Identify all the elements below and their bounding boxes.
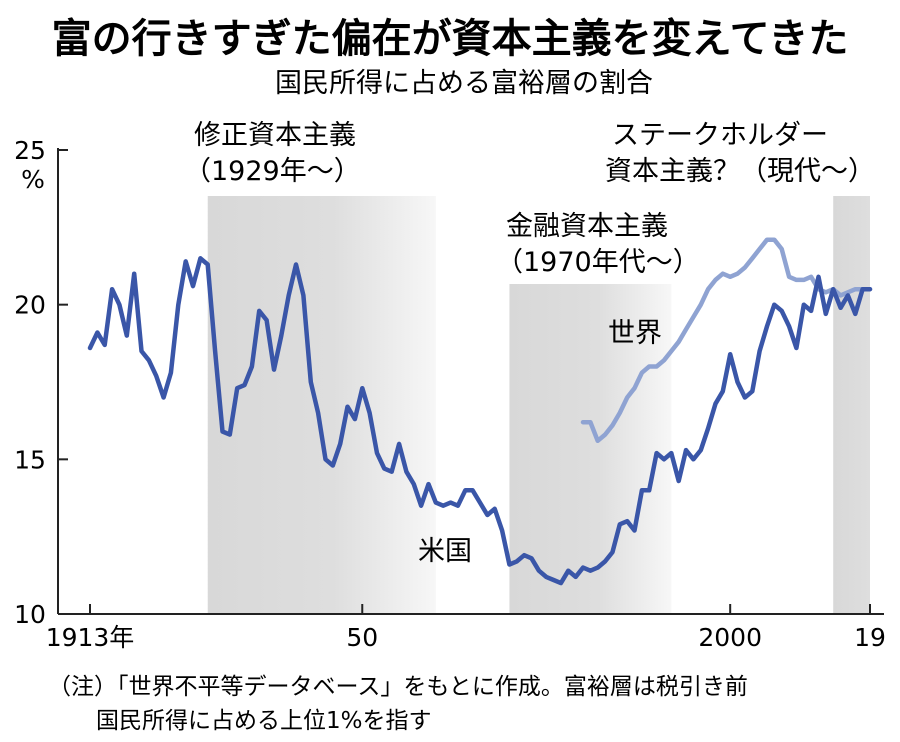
era-label-1-line2: （1929年～） — [184, 156, 361, 187]
y-tick-label: 15 — [14, 445, 46, 474]
chart-subtitle: 国民所得に占める富裕層の割合 — [275, 68, 653, 99]
era-label-1-line1: 修正資本主義 — [194, 120, 356, 151]
era-label-3-line1: ステークホルダー — [612, 120, 828, 151]
y-tick-label: 25 — [14, 136, 46, 165]
era-bands — [207, 196, 870, 614]
era-label-2-line2: （1970年代～） — [496, 247, 700, 278]
footnote-line2: 国民所得に占める上位1%を指す — [96, 708, 432, 734]
x-tick-label: 1913年 — [46, 623, 135, 652]
x-tick-label: 50 — [346, 623, 378, 652]
era-band-2 — [509, 284, 672, 614]
y-tick-label: 20 — [14, 291, 46, 320]
era-label-3-line2: 資本主義？（現代～） — [605, 156, 875, 187]
y-tick-label: 10 — [14, 600, 46, 629]
chart-title: 富の行きすぎた偏在が資本主義を変えてきた — [52, 16, 849, 62]
y-unit-label: % — [21, 165, 45, 194]
era-band-1 — [207, 196, 436, 614]
x-tick-label: 19 — [854, 623, 886, 652]
series-lines — [87, 237, 873, 586]
footnote-line1: （注）「世界不平等データベース」をもとに作成。富裕層は税引き前 — [48, 674, 748, 700]
series-line-us — [87, 256, 873, 586]
era-band-3 — [833, 196, 870, 614]
era-label-2-line1: 金融資本主義 — [506, 211, 668, 242]
x-tick-label: 2000 — [698, 623, 762, 652]
series-label-us: 米国 — [418, 536, 472, 567]
series-label-world: 世界 — [608, 318, 662, 349]
